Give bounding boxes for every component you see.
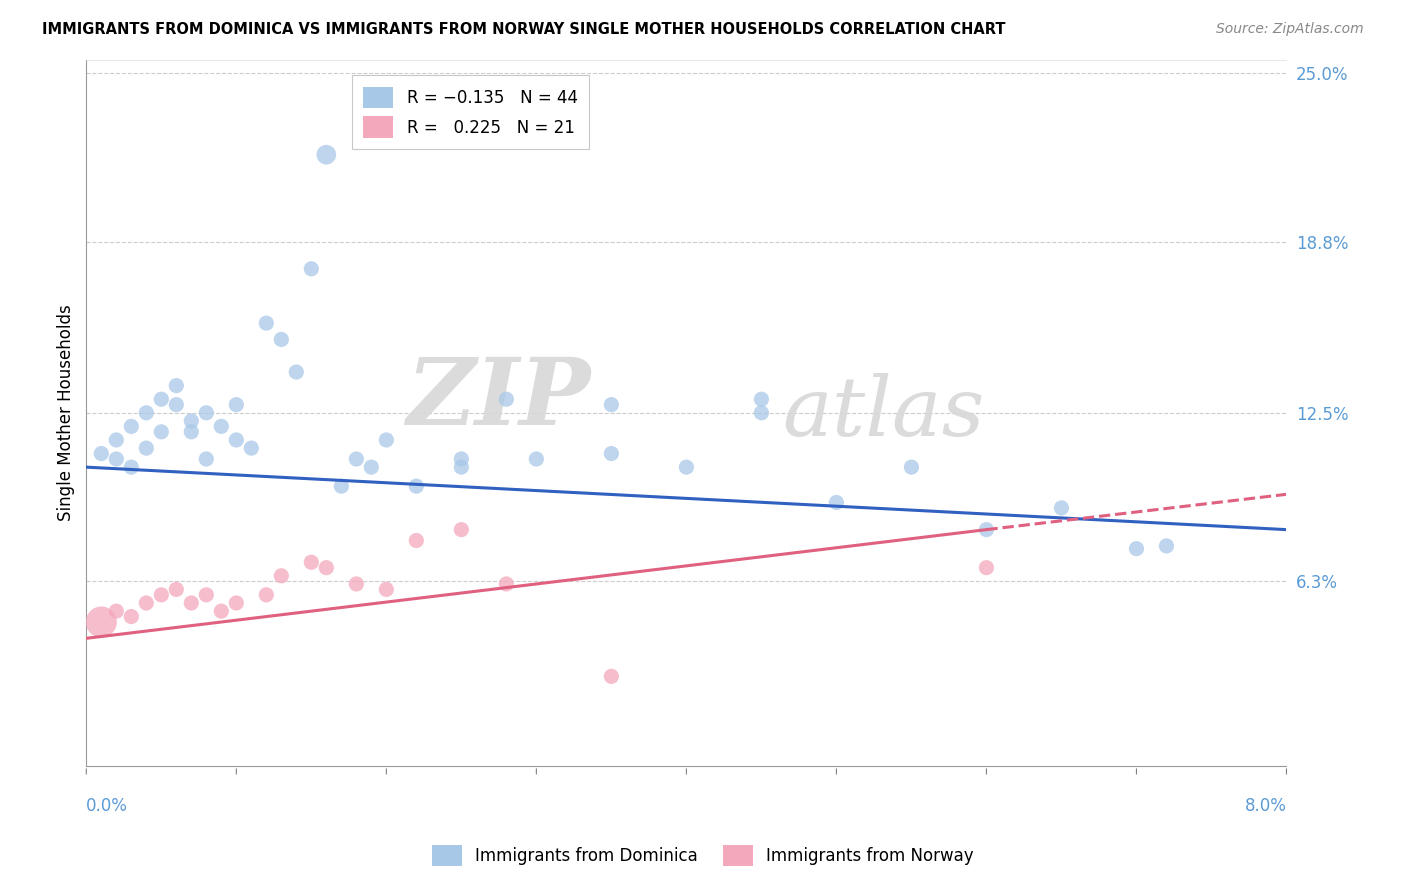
Point: [254, 316, 277, 330]
Point: [195, 406, 218, 420]
Text: 8.0%: 8.0%: [1244, 797, 1286, 814]
Point: [240, 441, 263, 455]
Point: [375, 582, 398, 597]
Point: [299, 555, 322, 569]
Point: [315, 147, 337, 161]
Point: [1156, 539, 1178, 553]
Text: Source: ZipAtlas.com: Source: ZipAtlas.com: [1216, 22, 1364, 37]
Point: [180, 425, 202, 439]
Point: [120, 419, 142, 434]
Point: [150, 588, 173, 602]
Point: [135, 596, 157, 610]
Point: [1125, 541, 1147, 556]
Point: [90, 615, 112, 629]
Point: [450, 523, 472, 537]
Point: [495, 392, 517, 407]
Point: [344, 452, 367, 467]
Point: [524, 452, 547, 467]
Point: [299, 261, 322, 276]
Point: [120, 609, 142, 624]
Point: [120, 460, 142, 475]
Legend: R = −0.135   N = 44, R =   0.225   N = 21: R = −0.135 N = 44, R = 0.225 N = 21: [352, 75, 589, 150]
Point: [600, 669, 623, 683]
Point: [450, 452, 472, 467]
Point: [751, 406, 773, 420]
Legend: Immigrants from Dominica, Immigrants from Norway: Immigrants from Dominica, Immigrants fro…: [425, 838, 981, 873]
Point: [825, 495, 848, 509]
Point: [270, 333, 292, 347]
Point: [375, 433, 398, 447]
Point: [751, 392, 773, 407]
Point: [165, 582, 187, 597]
Point: [900, 460, 922, 475]
Point: [600, 398, 623, 412]
Point: [675, 460, 697, 475]
Text: IMMIGRANTS FROM DOMINICA VS IMMIGRANTS FROM NORWAY SINGLE MOTHER HOUSEHOLDS CORR: IMMIGRANTS FROM DOMINICA VS IMMIGRANTS F…: [42, 22, 1005, 37]
Point: [165, 378, 187, 392]
Y-axis label: Single Mother Households: Single Mother Households: [58, 304, 75, 521]
Point: [405, 533, 427, 548]
Point: [450, 460, 472, 475]
Point: [495, 577, 517, 591]
Text: 0.0%: 0.0%: [86, 797, 128, 814]
Point: [225, 433, 247, 447]
Point: [105, 433, 128, 447]
Point: [315, 560, 337, 574]
Point: [180, 414, 202, 428]
Point: [135, 441, 157, 455]
Point: [195, 588, 218, 602]
Point: [209, 604, 232, 618]
Point: [285, 365, 308, 379]
Point: [150, 392, 173, 407]
Point: [105, 604, 128, 618]
Point: [165, 398, 187, 412]
Point: [405, 479, 427, 493]
Point: [180, 596, 202, 610]
Point: [209, 419, 232, 434]
Point: [1050, 500, 1073, 515]
Point: [976, 560, 998, 574]
Point: [600, 446, 623, 460]
Point: [330, 479, 353, 493]
Point: [976, 523, 998, 537]
Point: [360, 460, 382, 475]
Text: ZIP: ZIP: [406, 353, 591, 443]
Point: [150, 425, 173, 439]
Text: atlas: atlas: [782, 373, 984, 453]
Point: [225, 596, 247, 610]
Point: [195, 452, 218, 467]
Point: [254, 588, 277, 602]
Point: [105, 452, 128, 467]
Point: [90, 446, 112, 460]
Point: [225, 398, 247, 412]
Point: [135, 406, 157, 420]
Point: [344, 577, 367, 591]
Point: [270, 569, 292, 583]
